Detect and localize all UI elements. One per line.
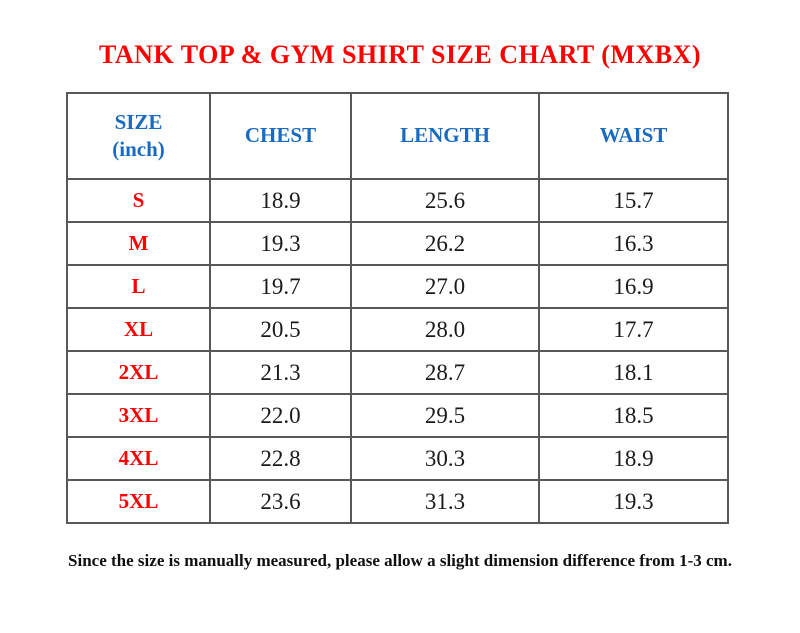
size-label: S (66, 178, 211, 223)
chest-value: 22.0 (209, 393, 352, 438)
table-row-3xl: 3XL 22.0 29.5 18.5 (66, 393, 729, 438)
waist-value: 18.1 (538, 350, 729, 395)
size-chart-table: SIZE (inch) CHEST LENGTH WAIST S 18.9 25… (66, 92, 729, 524)
waist-value: 18.9 (538, 436, 729, 481)
length-value: 26.2 (350, 221, 540, 266)
header-waist: WAIST (538, 92, 729, 180)
size-label: XL (66, 307, 211, 352)
length-value: 28.0 (350, 307, 540, 352)
chest-value: 23.6 (209, 479, 352, 524)
chest-value: 19.7 (209, 264, 352, 309)
waist-value: 17.7 (538, 307, 729, 352)
chest-value: 19.3 (209, 221, 352, 266)
chest-value: 22.8 (209, 436, 352, 481)
waist-value: 19.3 (538, 479, 729, 524)
table-row-5xl: 5XL 23.6 31.3 19.3 (66, 479, 729, 524)
length-value: 27.0 (350, 264, 540, 309)
header-size-line1: SIZE (114, 109, 163, 134)
length-value: 28.7 (350, 350, 540, 395)
chest-value: 21.3 (209, 350, 352, 395)
table-row-4xl: 4XL 22.8 30.3 18.9 (66, 436, 729, 481)
size-label: M (66, 221, 211, 266)
chest-value: 18.9 (209, 178, 352, 223)
size-label: L (66, 264, 211, 309)
footer-note: Since the size is manually measured, ple… (68, 551, 732, 570)
table-row-2xl: 2XL 21.3 28.7 18.1 (66, 350, 729, 395)
page-title: TANK TOP & GYM SHIRT SIZE CHART (MXBX) (98, 40, 702, 69)
chest-value: 20.5 (209, 307, 352, 352)
header-size-line2: (inch) (112, 137, 165, 161)
waist-value: 15.7 (538, 178, 729, 223)
length-value: 25.6 (350, 178, 540, 223)
size-label: 5XL (66, 479, 211, 524)
header-length: LENGTH (350, 92, 540, 180)
waist-value: 16.3 (538, 221, 729, 266)
length-value: 31.3 (350, 479, 540, 524)
waist-value: 16.9 (538, 264, 729, 309)
table-row-s: S 18.9 25.6 15.7 (66, 178, 729, 223)
size-label: 4XL (66, 436, 211, 481)
size-label: 2XL (66, 350, 211, 395)
header-chest: CHEST (209, 92, 352, 180)
table-row-l: L 19.7 27.0 16.9 (66, 264, 729, 309)
header-size: SIZE (inch) (66, 92, 211, 180)
waist-value: 18.5 (538, 393, 729, 438)
length-value: 29.5 (350, 393, 540, 438)
table-row-m: M 19.3 26.2 16.3 (66, 221, 729, 266)
length-value: 30.3 (350, 436, 540, 481)
table-row-xl: XL 20.5 28.0 17.7 (66, 307, 729, 352)
header-row: SIZE (inch) CHEST LENGTH WAIST (66, 92, 729, 180)
size-label: 3XL (66, 393, 211, 438)
